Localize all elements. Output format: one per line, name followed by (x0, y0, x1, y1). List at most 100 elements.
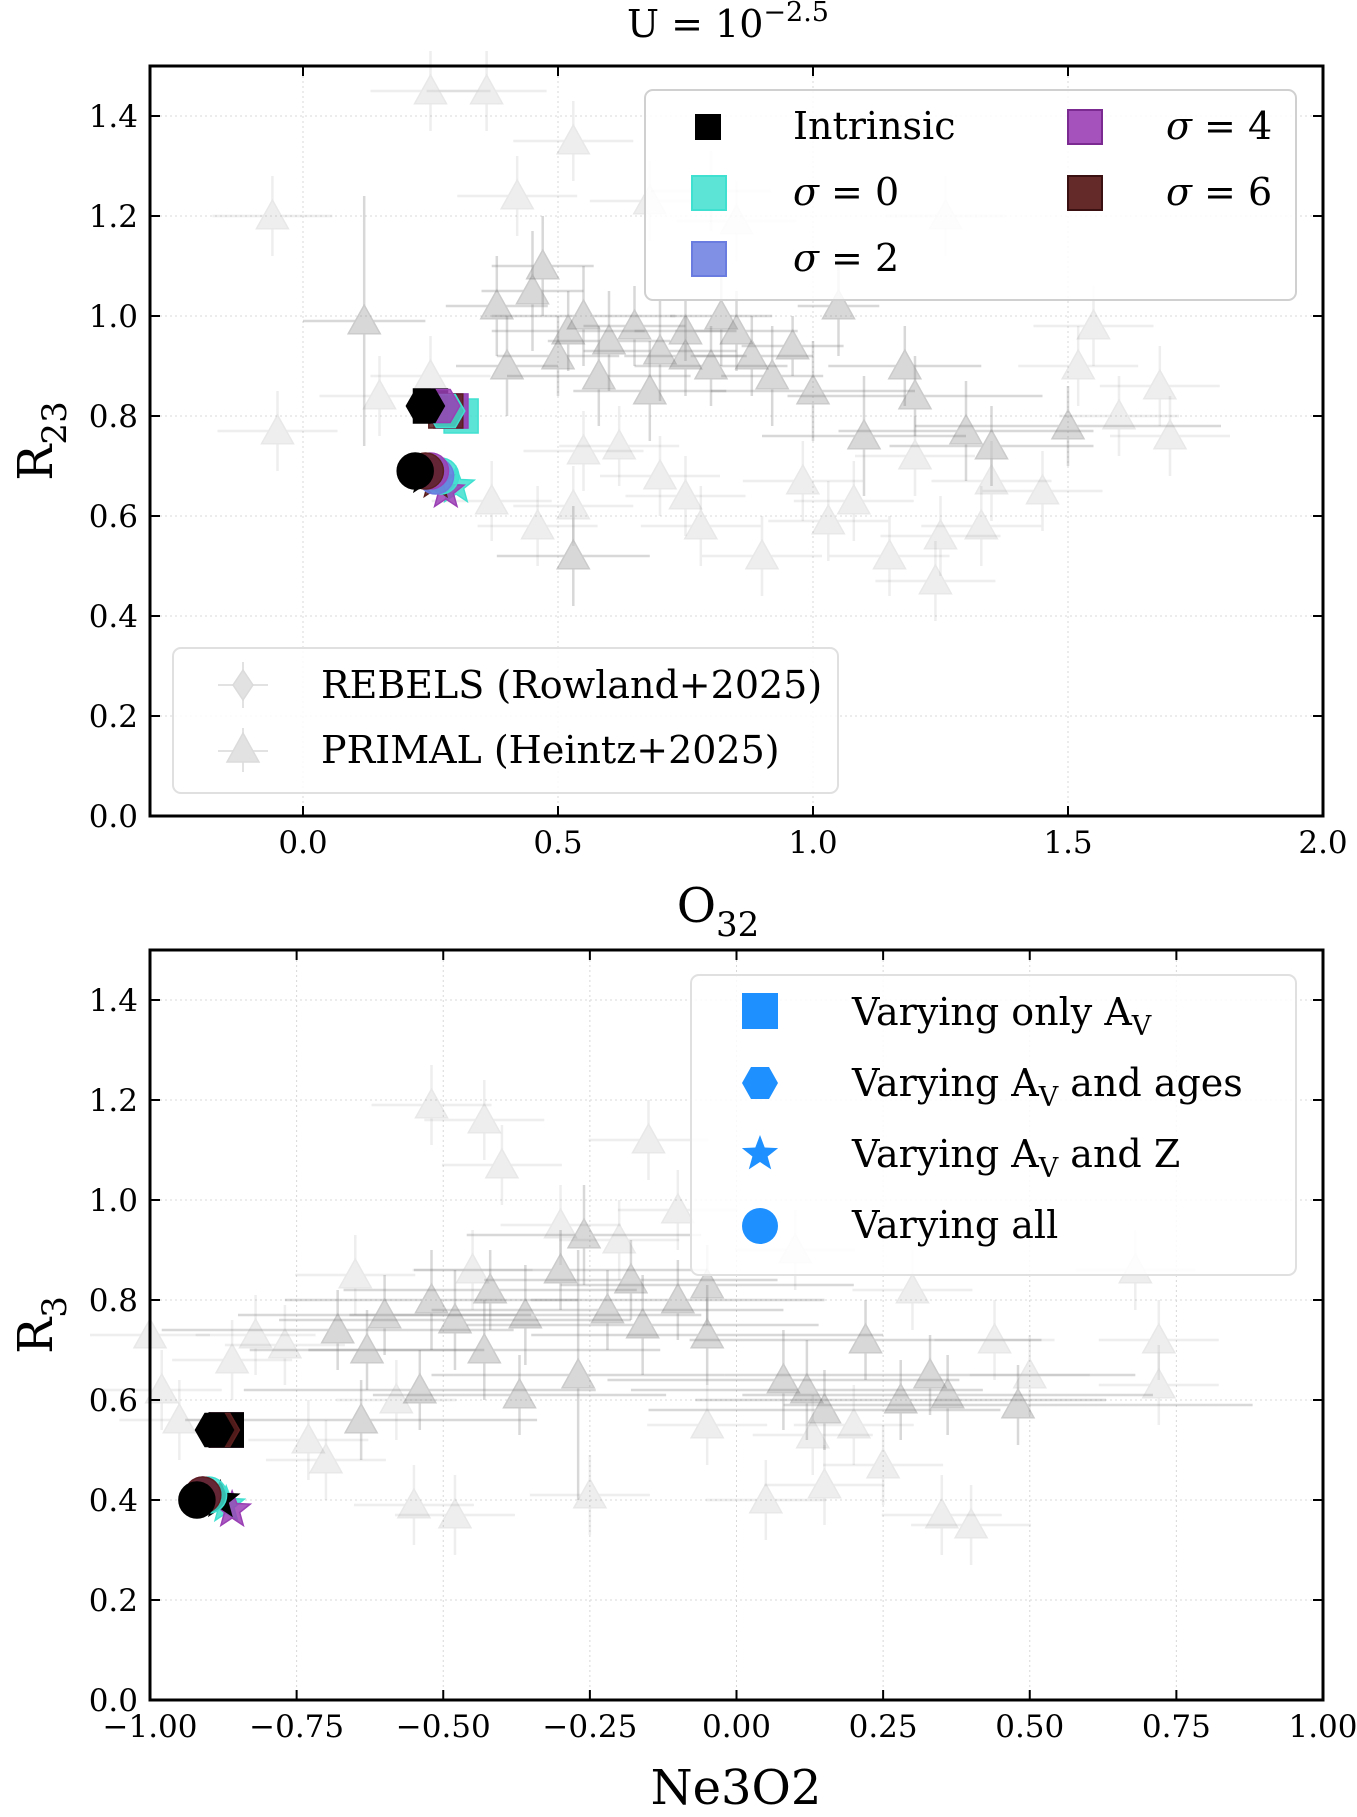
circle-marker-icon (742, 1208, 778, 1244)
bottom-ticks: −1.00 −0.75 −0.50 −0.25 0.00 0.25 0.50 0.75 1.00… (89, 950, 1357, 1745)
bottom-model-hexagon-intrinsic (194, 1412, 235, 1448)
top-observation (675, 291, 798, 371)
top-observation-faint (875, 541, 996, 621)
legend-entry-sigma-6: σ = 6 (1067, 170, 1272, 214)
top-observation (690, 316, 813, 396)
bottom-observation (308, 1300, 661, 1400)
top-observation (721, 326, 824, 426)
top-observation-faint (768, 481, 889, 561)
bottom-observation-faint (752, 1395, 873, 1475)
bottom-x-tick-label: 0.50 (995, 1709, 1064, 1745)
bottom-y-tick-label: 0.8 (89, 1283, 138, 1319)
top-observation-faint (212, 176, 333, 256)
bottom-observation-faint (353, 1465, 474, 1545)
sigma-legend: Intrinsic σ = 0 σ = 2 σ = 4 σ = 6 (644, 89, 1297, 301)
bottom-observation-faint (412, 1230, 533, 1310)
top-y-tick-label: 0.2 (89, 699, 138, 735)
bottom-observation-faint (394, 1475, 515, 1555)
top-observation-faint (513, 101, 634, 181)
legend-entry-varying-all: Varying all (742, 1203, 1058, 1247)
top-observation (456, 316, 558, 416)
top-observation-faint (477, 486, 598, 566)
legend-entry-varying-av-ages: Varying AV and ages (742, 1061, 1243, 1113)
legend-entry-varying-av-z: Varying AV and Z (741, 1132, 1180, 1184)
top-observation-faint (1018, 326, 1139, 406)
legend-marker-intrinsic (695, 114, 721, 140)
legend-entry-varying-only-av: Varying only AV (742, 990, 1152, 1042)
diamond-marker-icon (218, 662, 268, 708)
top-plot-frame (148, 64, 1325, 818)
sigma-legend-frame (644, 89, 1297, 301)
legend-entry-primal: PRIMAL (Heintz+2025) (218, 728, 780, 772)
bottom-observation (431, 1270, 784, 1350)
bottom-observation (413, 1230, 708, 1310)
bottom-observation-faint (500, 1185, 621, 1265)
top-x-tick-label: 0.0 (278, 825, 327, 861)
bottom-observation (237, 1275, 532, 1355)
top-y-axis-label: R23 (8, 401, 75, 480)
bottom-model-points (178, 1412, 253, 1528)
legend-label-sigma-0: σ = 0 (793, 170, 899, 214)
top-observation (491, 266, 676, 366)
top-observation-faint (600, 436, 720, 516)
top-y-tick-label: 0.4 (89, 599, 138, 635)
legend-label-intrinsic: Intrinsic (793, 104, 955, 148)
bottom-observation-faint (793, 1385, 914, 1465)
top-observation (624, 316, 747, 396)
bottom-observation-faint (195, 1295, 316, 1375)
bottom-observation (695, 1360, 1106, 1440)
bottom-x-tick-label: −0.50 (396, 1709, 491, 1745)
bottom-observation (279, 1270, 631, 1370)
bottom-observation-faint (934, 1300, 1055, 1380)
top-observation (583, 301, 737, 401)
top-observation-faint (1110, 396, 1230, 476)
bottom-observation (466, 1185, 702, 1285)
legend-label-varying-only-av: Varying only AV (851, 990, 1152, 1042)
top-observation (889, 406, 1094, 486)
bottom-observation-faint (705, 1460, 826, 1540)
bottom-observation-faint (424, 1080, 545, 1160)
bottom-observation (161, 1290, 514, 1370)
top-x-tick-label: 0.5 (533, 825, 582, 861)
legend-marker-sigma-0 (691, 175, 727, 211)
bottom-x-axis-label: Ne3O2 (651, 1760, 822, 1816)
top-y-tick-label: 0.0 (89, 799, 138, 835)
top-observation-faint (370, 51, 491, 131)
top-observation-faint (793, 461, 914, 541)
bottom-observation-faint (529, 1455, 650, 1535)
bottom-observation-faint (1098, 1300, 1219, 1380)
top-observation-faint (640, 486, 761, 566)
top-observation (915, 386, 1221, 466)
top-observation-faint (559, 406, 680, 486)
top-observation-faint (829, 516, 950, 596)
legend-entry-rebels: REBELS (Rowland+2025) (218, 662, 822, 708)
bottom-observation (531, 1260, 825, 1340)
top-observation-faint (982, 451, 1103, 531)
top-observation (838, 381, 1094, 481)
bottom-x-tick-label: 0.75 (1142, 1709, 1211, 1745)
top-y-tick-label: 1.2 (89, 199, 138, 235)
bottom-x-tick-label: −0.75 (249, 1709, 344, 1745)
legend-entry-sigma-2: σ = 2 (691, 236, 899, 280)
bottom-observation-faint (101, 1350, 222, 1430)
top-observation-faint (1059, 376, 1179, 456)
top-observation (496, 506, 650, 606)
marker-legend-frame (690, 974, 1297, 1276)
legend-label-sigma-2: σ = 2 (793, 236, 899, 280)
bottom-x-tick-label: 1.00 (1288, 1709, 1357, 1745)
top-observation-faint (513, 466, 634, 546)
top-x-tick-label: 1.0 (788, 825, 837, 861)
legend-marker-sigma-4 (1067, 109, 1103, 145)
top-x-tick-label: 2.0 (1298, 825, 1347, 861)
bottom-y-tick-label: 0.6 (89, 1383, 138, 1419)
top-observation (507, 326, 691, 426)
top-observation (741, 316, 844, 376)
bottom-observation (689, 1300, 1042, 1380)
square-marker-icon (742, 993, 778, 1029)
top-model-points (396, 388, 479, 509)
observations-legend-frame (172, 647, 839, 794)
top-observation-faint (625, 456, 746, 536)
top-x-tick-label: 1.5 (1043, 825, 1092, 861)
top-observation-faint (880, 496, 1001, 576)
bottom-observation-faint (647, 1385, 768, 1465)
